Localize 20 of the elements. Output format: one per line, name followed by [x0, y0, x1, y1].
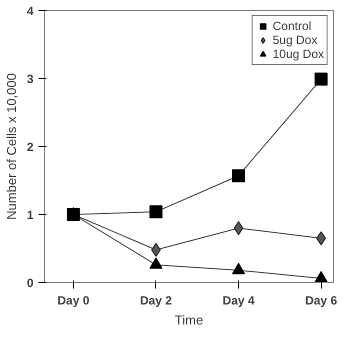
legend-label: 5ug Dox	[272, 33, 318, 47]
legend-label: Control	[272, 19, 312, 33]
y-tick-label: 2	[26, 140, 34, 154]
point	[149, 205, 162, 218]
x-tick-label: Day 2	[140, 294, 172, 308]
y-tick-label: 4	[26, 4, 34, 18]
point	[149, 257, 162, 269]
x-tick-label: Day 4	[222, 294, 255, 308]
point	[314, 72, 328, 86]
point	[232, 169, 246, 182]
y-tick-label: 3	[26, 72, 34, 86]
x-axis-title: Time	[174, 312, 204, 328]
y-tick-label: 0	[26, 276, 34, 290]
x-tick-label: Day 0	[57, 294, 90, 308]
y-tick-label: 1	[26, 208, 34, 222]
point	[314, 270, 328, 282]
legend-label: 10ug Dox	[272, 47, 324, 61]
y-axis-title: Number of Cells x 10,000	[4, 73, 19, 220]
x-tick-label: Day 6	[305, 294, 338, 308]
point	[232, 262, 246, 274]
